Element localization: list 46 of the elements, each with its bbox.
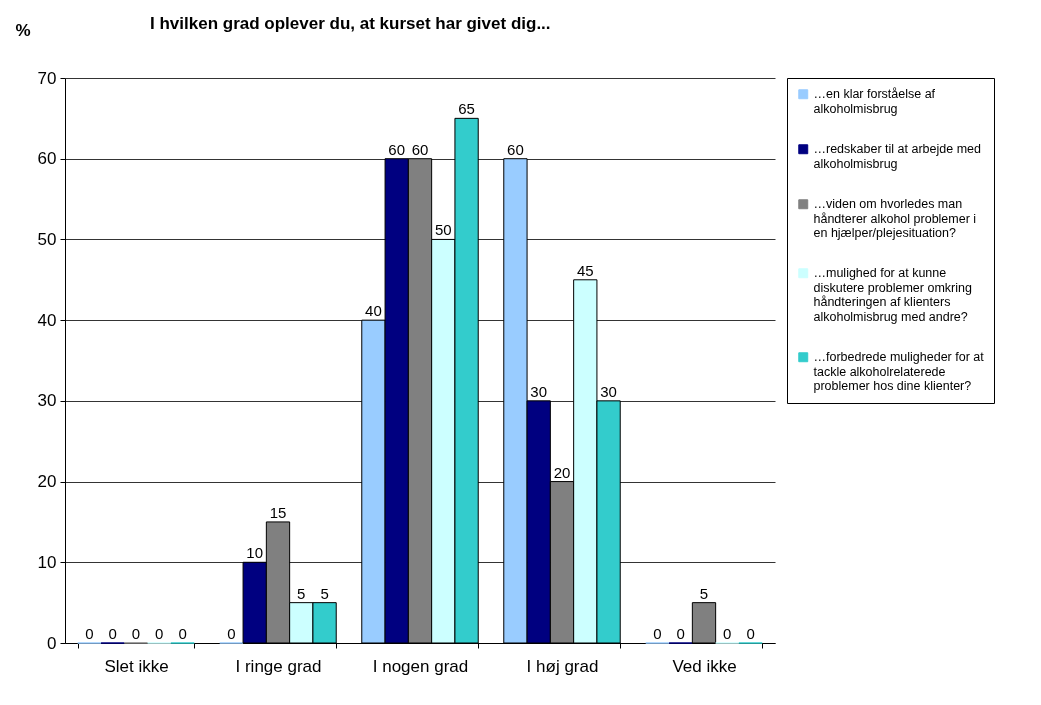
data-label: 0 — [178, 625, 187, 642]
data-label: 60 — [507, 140, 524, 158]
data-label: 40 — [365, 302, 382, 320]
x-tick-label: I ringe grad — [235, 656, 322, 676]
data-label: 5 — [320, 584, 329, 602]
data-label: 0 — [155, 625, 164, 642]
y-tick-label: 0 — [47, 633, 57, 653]
data-label: 5 — [699, 584, 709, 602]
data-label: 0 — [746, 625, 755, 642]
y-tick-label: 30 — [37, 391, 57, 411]
data-label: 0 — [108, 625, 117, 642]
x-tick-label: Slet ikke — [104, 656, 169, 676]
data-label: 60 — [388, 140, 406, 158]
chart-title: I hvilken grad oplever du, at kurset har givet dig... — [150, 14, 551, 33]
legend-label: …mulighed for at kunne diskutere problemer omkring håndteringen af klienters alkoholmisbrug med andre? — [813, 266, 972, 324]
y-tick-label: 70 — [37, 68, 57, 88]
data-label: 65 — [458, 100, 475, 118]
data-label: 45 — [576, 261, 594, 279]
legend-label: …forbedrede muligheder for at tackle alkoholrelaterede problemer hos dine klienter? — [813, 350, 985, 394]
data-label: 0 — [131, 625, 141, 642]
y-tick-label: 10 — [37, 552, 57, 572]
y-tick-label: 60 — [37, 149, 57, 169]
data-label: 0 — [227, 625, 236, 642]
x-tick-label: I nogen grad — [372, 656, 469, 676]
data-label: 10 — [246, 544, 264, 562]
x-tick-label: Ved ikke — [672, 656, 737, 676]
data-label: 30 — [530, 382, 548, 400]
data-label: 15 — [269, 503, 287, 521]
y-tick-label: 50 — [37, 229, 57, 249]
data-label: 30 — [600, 382, 617, 400]
data-label: 50 — [434, 221, 452, 239]
data-label: 20 — [553, 463, 571, 481]
legend-label: …en klar forståelse af alkoholmisbrug — [813, 87, 936, 116]
data-label: 0 — [85, 625, 94, 642]
data-label: 60 — [411, 140, 429, 158]
y-tick-label: 20 — [37, 472, 57, 492]
data-label: 0 — [676, 625, 685, 642]
y-axis-title: % — [15, 20, 31, 40]
data-label: 0 — [723, 625, 732, 642]
data-label: 5 — [297, 584, 306, 602]
x-tick-label: I høj grad — [526, 656, 599, 676]
legend-label: …viden om hvorledes man håndterer alkohol problemer i en hjælper/plejesituation? — [813, 197, 977, 241]
bar — [691, 602, 717, 644]
y-tick-label: 40 — [37, 310, 57, 330]
data-label: 0 — [653, 625, 662, 642]
legend-label: …redskaber til at arbejde med alkoholmisbrug — [813, 142, 981, 171]
